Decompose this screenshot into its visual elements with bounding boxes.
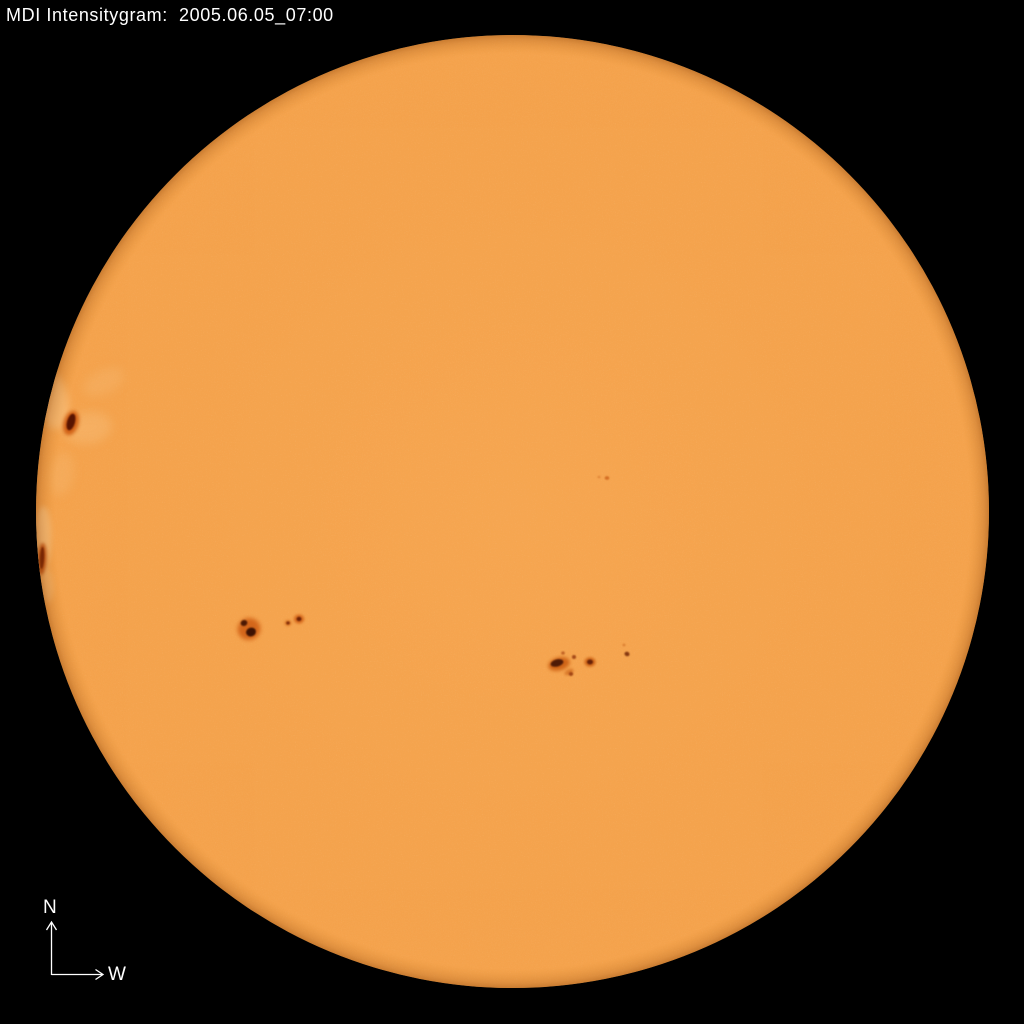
limb-darkening-overlay xyxy=(36,35,989,988)
north-arrow-icon xyxy=(45,920,58,931)
sun-disk xyxy=(36,35,989,988)
compass-north-label: N xyxy=(43,897,57,918)
orientation-compass: N W xyxy=(43,897,126,985)
image-title: MDI Intensitygram: 2005.06.05_07:00 xyxy=(6,5,334,25)
west-arrow-icon xyxy=(95,968,105,981)
compass-west-label: W xyxy=(108,964,126,985)
